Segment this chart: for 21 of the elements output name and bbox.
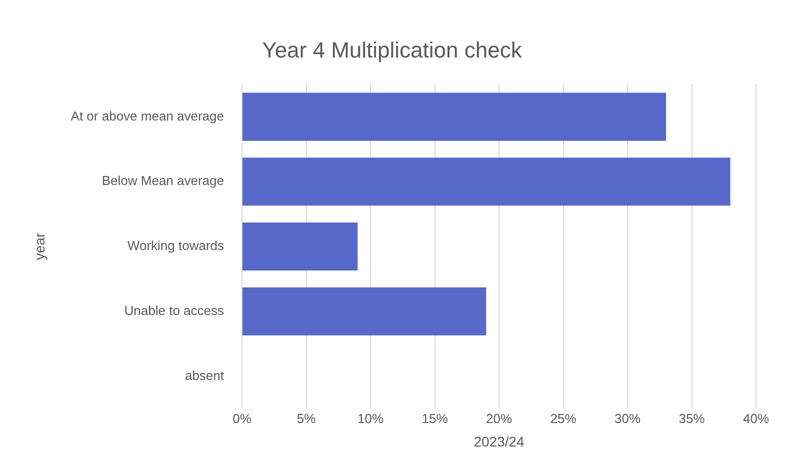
y-tick-label: Below Mean average	[102, 173, 224, 188]
y-tick-label: Unable to access	[124, 302, 224, 318]
bar	[242, 287, 486, 336]
x-tick-label: 10%	[357, 410, 384, 426]
x-tick-label: 35%	[678, 410, 706, 426]
x-tick-label: 30%	[614, 410, 641, 426]
x-tick-label: 20%	[486, 410, 512, 426]
x-tick-label: 0%	[232, 410, 252, 426]
x-tick-label: 5%	[296, 410, 316, 426]
y-axis-title: year	[31, 232, 48, 260]
bar	[242, 92, 666, 141]
y-tick-label: absent	[184, 368, 224, 383]
x-tick-label: 15%	[422, 410, 448, 426]
bar	[242, 222, 358, 271]
x-tick-label: 40%	[742, 410, 770, 426]
chart-title: Year 4 Multiplication check	[262, 37, 523, 62]
x-tick-label: 25%	[550, 410, 577, 426]
x-axis-title: 2023/24	[474, 433, 525, 450]
y-tick-label: At or above mean average	[70, 108, 224, 124]
y-tick-label: Working towards	[127, 238, 224, 254]
bar	[242, 158, 730, 206]
